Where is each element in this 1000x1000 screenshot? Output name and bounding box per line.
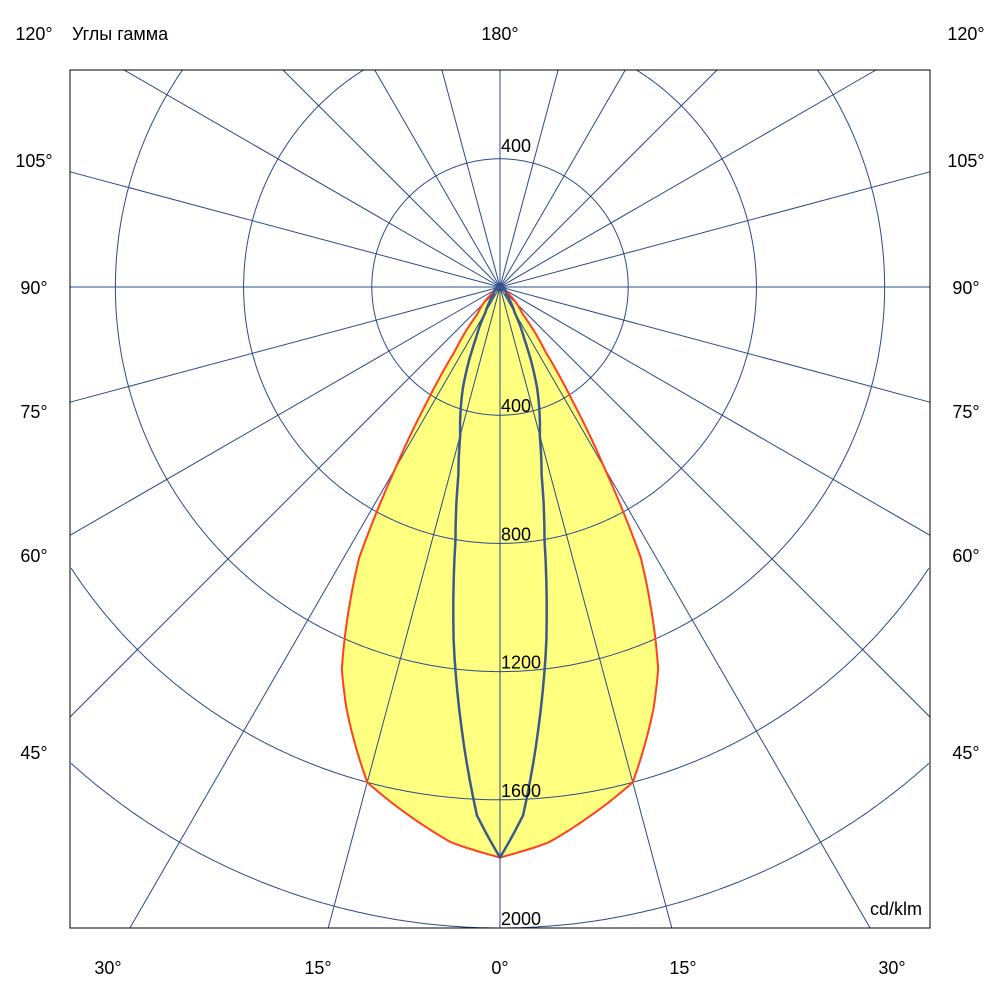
left-angle-label: 90° (20, 278, 47, 298)
radial-grid-circle (70, 763, 930, 929)
bottom-angle-label: 30° (878, 958, 905, 978)
angle-grid-line (129, 286, 501, 929)
bottom-angle-label: 15° (304, 958, 331, 978)
right-angle-label: 120° (947, 24, 984, 44)
angle-grid-line (499, 171, 931, 288)
angle-grid-line (123, 69, 501, 288)
right-angle-label: 90° (952, 278, 979, 298)
radial-tick-label: 2000 (501, 909, 541, 929)
bottom-angle-label: 15° (669, 958, 696, 978)
angle-grid-line (499, 69, 559, 288)
angle-grid-line (499, 286, 931, 403)
unit-label: cd/klm (870, 899, 922, 919)
angle-grid-line (441, 69, 501, 288)
angle-grid-line (327, 286, 501, 929)
left-angle-label: 75° (20, 402, 47, 422)
radial-tick-label: 800 (501, 524, 531, 544)
angle-grid-line (282, 69, 501, 288)
right-angle-label: 105° (947, 151, 984, 171)
right-angle-label: 45° (952, 743, 979, 763)
bottom-angle-label: 0° (491, 958, 508, 978)
right-angle-label: 75° (952, 402, 979, 422)
angle-grid-line (499, 286, 871, 929)
angle-grid-line (69, 286, 501, 536)
chart-title: Углы гамма (72, 24, 169, 44)
left-angle-label: 45° (20, 743, 47, 763)
left-angle-label: 120° (15, 24, 52, 44)
radial-tick-label: 400 (501, 396, 531, 416)
angle-grid-line (499, 286, 931, 718)
series-line-1 (452, 285, 548, 860)
angle-grid-line (499, 286, 931, 536)
radial-grid-circle (70, 567, 930, 801)
angle-grid-line (499, 69, 626, 288)
plot-frame (69, 69, 931, 929)
bottom-angle-label: 30° (94, 958, 121, 978)
radial-label-top: 400 (501, 136, 531, 156)
right-angle-label: 60° (952, 546, 979, 566)
angle-grid-line (499, 69, 877, 288)
angle-grid-line (499, 286, 673, 929)
angle-grid-line (499, 69, 718, 288)
top-angle-label: 180° (481, 24, 518, 44)
radial-tick-label: 1600 (501, 781, 541, 801)
angle-grid-line (69, 286, 501, 403)
angle-grid-line (374, 69, 501, 288)
left-angle-label: 105° (15, 151, 52, 171)
angle-grid-line (69, 286, 501, 718)
radial-tick-label: 1200 (501, 653, 541, 673)
radial-grid-circle (114, 70, 886, 673)
radial-grid-circle (243, 69, 757, 544)
left-angle-label: 60° (20, 546, 47, 566)
angle-grid-line (69, 171, 501, 288)
